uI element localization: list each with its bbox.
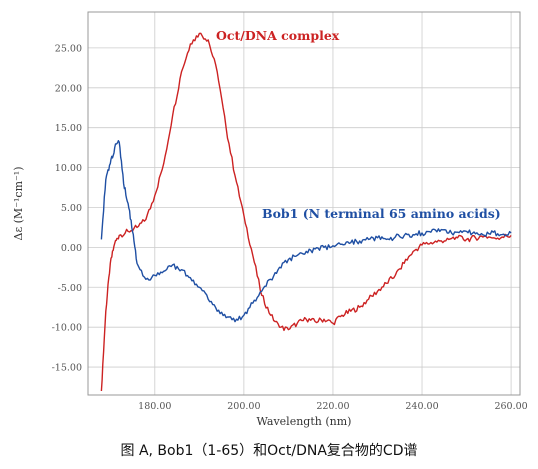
y-axis-ticks: 25.00 20.00 15.00 10.00 5.00 0.00 -5.00 -10.00 -… bbox=[52, 43, 82, 373]
y-tick-label: 10.00 bbox=[55, 163, 82, 174]
x-tick-label: 260.00 bbox=[494, 401, 527, 412]
plot-frame bbox=[87, 11, 521, 396]
y-tick-label: 20.00 bbox=[55, 83, 82, 94]
y-tick-label: 15.00 bbox=[55, 123, 82, 134]
series-lines bbox=[100, 32, 512, 392]
figure-caption: 图 A, Bob1（1-65）和Oct/DNA复合物的CD谱 bbox=[120, 443, 418, 459]
chart-grid bbox=[88, 12, 520, 395]
x-axis-title: Wavelength (nm) bbox=[257, 415, 352, 428]
y-tick-label: -5.00 bbox=[58, 283, 82, 294]
series-label-bob1: Bob1 (N terminal 65 amino acids) bbox=[262, 206, 501, 221]
y-tick-label: 0.00 bbox=[61, 243, 82, 254]
y-tick-label: 5.00 bbox=[61, 203, 82, 214]
series-line-oct-dna-complex bbox=[100, 32, 512, 392]
x-tick-label: 200.00 bbox=[227, 401, 260, 412]
x-tick-label: 180.00 bbox=[138, 401, 171, 412]
y-axis-title: Δε (M⁻¹cm⁻¹) bbox=[12, 166, 25, 240]
series-labels: Oct/DNA complex Bob1 (N terminal 65 amino… bbox=[216, 28, 501, 221]
y-tick-label: 25.00 bbox=[55, 43, 82, 54]
x-axis-ticks: 180.00 200.00 220.00 240.00 260.00 bbox=[138, 401, 528, 412]
cd-spectrum-chart: 25.00 20.00 15.00 10.00 5.00 0.00 -5.00 -10.00 -… bbox=[12, 11, 528, 428]
y-tick-label: -10.00 bbox=[52, 323, 82, 334]
x-tick-label: 220.00 bbox=[316, 401, 349, 412]
series-label-oct-dna-complex: Oct/DNA complex bbox=[216, 28, 340, 43]
x-tick-label: 240.00 bbox=[405, 401, 438, 412]
series-line-bob1 bbox=[100, 140, 512, 323]
y-tick-label: -15.00 bbox=[52, 363, 82, 374]
